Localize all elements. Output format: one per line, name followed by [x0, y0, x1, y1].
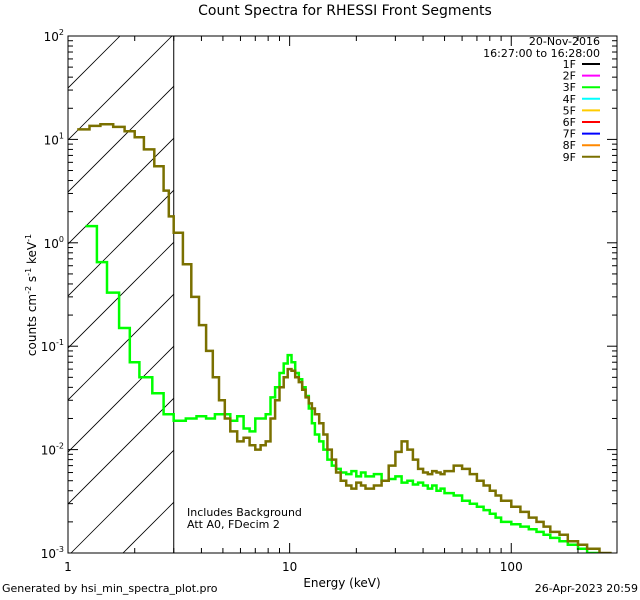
- y-axis-label-exp: -1: [24, 268, 33, 276]
- hatch-line: [68, 241, 174, 349]
- legend-label-1F: 1F: [563, 58, 576, 71]
- annotation-attenuator: Att A0, FDecim 2: [187, 518, 280, 531]
- series-9F: [77, 123, 612, 553]
- legend-label-8F: 8F: [563, 139, 576, 152]
- y-tick-label: 10-2: [41, 442, 64, 458]
- hatch-line: [68, 293, 174, 401]
- y-tick-label: 102: [44, 28, 64, 44]
- y-tick-exponent: -1: [56, 338, 64, 347]
- hatched-region: [68, 36, 175, 553]
- date-label: 20-Nov-2016: [529, 35, 600, 48]
- y-tick-exponent: 0: [59, 235, 64, 244]
- y-tick-exponent: -3: [56, 545, 64, 554]
- hatch-line: [68, 137, 174, 245]
- legend-label-5F: 5F: [563, 104, 576, 117]
- y-tick-base: 10: [41, 444, 56, 458]
- hatch-line: [70, 449, 174, 553]
- annotation-background: Includes Background: [187, 506, 302, 519]
- hatch-line: [68, 85, 174, 193]
- y-tick-label: 10-3: [41, 545, 64, 561]
- y-tick-base: 10: [44, 237, 59, 251]
- y-tick-exponent: 2: [59, 28, 64, 37]
- y-tick-exponent: 1: [59, 131, 64, 140]
- legend-label-2F: 2F: [563, 70, 576, 83]
- x-axis-label: Energy (keV): [303, 576, 380, 590]
- hatch-line: [68, 345, 174, 453]
- y-tick-base: 10: [44, 133, 59, 147]
- y-axis-label-exp: -2: [24, 286, 33, 294]
- legend-label-3F: 3F: [563, 81, 576, 94]
- hatch-line: [68, 189, 174, 297]
- footer-timestamp: 26-Apr-2023 20:59: [534, 582, 638, 595]
- chart-title: Count Spectra for RHESSI Front Segments: [198, 3, 492, 19]
- y-axis-label: counts cm-2 s-1 keV-1: [24, 234, 39, 356]
- y-tick-base: 10: [41, 340, 56, 354]
- x-tick-label: 100: [500, 560, 523, 574]
- y-tick-label: 10-1: [41, 338, 64, 354]
- x-tick-label: 1: [64, 560, 72, 574]
- series-layer: [77, 123, 612, 553]
- y-tick-label: 100: [44, 235, 64, 251]
- legend-label-6F: 6F: [563, 116, 576, 129]
- hatch-line: [68, 36, 121, 89]
- series-3F: [85, 224, 601, 553]
- y-axis-label-part: keV: [25, 241, 39, 268]
- footer-generated-by: Generated by hsi_min_spectra_plot.pro: [2, 582, 218, 595]
- y-axis-label-exp: -1: [24, 234, 33, 242]
- legend-label-7F: 7F: [563, 128, 576, 141]
- hatch-line: [68, 36, 173, 141]
- time-range-label: 16:27:00 to 16:28:00: [483, 47, 600, 60]
- hatch-line: [68, 397, 174, 505]
- legend-label-4F: 4F: [563, 93, 576, 106]
- x-tick-label: 10: [282, 560, 297, 574]
- plot-frame: [67, 35, 618, 554]
- legend-label-9F: 9F: [563, 151, 576, 164]
- y-tick-label: 101: [44, 131, 64, 147]
- y-tick-base: 10: [44, 30, 59, 44]
- y-tick-exponent: -2: [56, 442, 64, 451]
- y-axis-label-part: s: [25, 276, 39, 286]
- y-axis-label-part: counts cm: [25, 294, 39, 356]
- y-tick-base: 10: [41, 547, 56, 561]
